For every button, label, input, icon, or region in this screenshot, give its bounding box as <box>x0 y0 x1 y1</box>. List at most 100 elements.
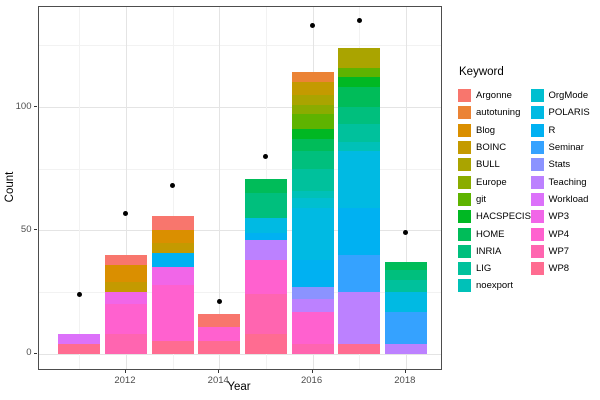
y-tick-label: 0 <box>26 347 32 359</box>
bar-segment-2016-Stats <box>291 287 334 300</box>
x-tick-mark <box>404 369 406 373</box>
legend-swatch-BULL <box>458 158 471 172</box>
y-tick-label: 50 <box>20 223 32 235</box>
bar-segment-2015-WP4 <box>244 259 287 295</box>
bar-segment-2016-R <box>291 259 334 288</box>
bar-segment-2017-LIG <box>338 124 381 142</box>
bar-segment-2016-git <box>291 114 334 130</box>
bar-segment-2012-WP3 <box>104 292 147 305</box>
bar-segment-2018-INRIA <box>384 269 427 280</box>
legend-label: OrgMode <box>548 90 589 102</box>
legend-label: autotuning <box>476 107 521 119</box>
bar-segment-2017-git <box>338 67 381 78</box>
legend-item-autotuning: autotuning <box>458 104 520 121</box>
x-axis-title: Year <box>227 381 251 393</box>
gridline-major-x <box>219 6 221 369</box>
x-tick-label: 2018 <box>394 374 416 386</box>
legend-title: Keyword <box>459 66 504 78</box>
legend-item-R: R <box>530 122 556 139</box>
bar-segment-2017-POLARIS <box>338 151 381 209</box>
bar-segment-2016-WP4 <box>291 311 334 344</box>
bar-segment-2018-Teaching <box>384 343 427 354</box>
bar-segment-2016-HACSPECIS <box>291 129 334 140</box>
legend-swatch-Argonne <box>458 89 471 103</box>
bar-segment-2017-WP8 <box>338 343 381 354</box>
y-tick-label: 100 <box>15 100 32 112</box>
x-tick-mark <box>124 369 126 373</box>
legend-swatch-Teaching <box>530 175 544 189</box>
legend-swatch-git <box>458 192 471 206</box>
bar-segment-2015-WP7 <box>244 294 287 334</box>
x-tick-label: 2016 <box>300 374 323 386</box>
x-tick-label: 2012 <box>114 374 136 386</box>
legend-swatch-WP7 <box>530 244 544 258</box>
bar-segment-2013-Argonne <box>151 215 194 231</box>
legend-swatch-WP8 <box>530 262 544 276</box>
bar-segment-2016-noexport <box>291 190 334 199</box>
legend-item-Blog: Blog <box>458 122 495 139</box>
bar-segment-2015-INRIA <box>244 193 287 218</box>
bar-segment-2012-Argonne <box>104 255 147 265</box>
bar-segment-2016-WP7 <box>291 343 334 354</box>
gridline-minor-y <box>38 292 441 294</box>
legend-item-BOINC: BOINC <box>458 139 506 156</box>
legend-item-HACSPECIS: HACSPECIS <box>458 208 531 225</box>
bar-segment-2016-INRIA <box>291 151 334 169</box>
bar-segment-2017-HOME <box>338 87 381 107</box>
gridline-major-y <box>38 107 441 108</box>
legend: Keyword Argonne autotuning Blog BOINC BULL Eu… <box>458 66 600 293</box>
bar-segment-2016-Teaching <box>291 299 334 312</box>
bar-segment-2013-WP3 <box>151 267 194 285</box>
bar-segment-2015-R <box>244 232 287 241</box>
legend-label: git <box>476 193 487 205</box>
legend-swatch-HOME <box>458 227 471 241</box>
legend-label: R <box>548 124 556 136</box>
data-point-2017 <box>356 18 362 24</box>
legend-item-WP4: WP4 <box>530 225 570 242</box>
legend-swatch-WP3 <box>530 210 544 224</box>
legend-swatch-Europe <box>458 175 471 189</box>
legend-swatch-WP4 <box>530 227 544 241</box>
x-tick-mark <box>311 369 313 373</box>
data-point-2015 <box>263 153 269 159</box>
legend-label: WP4 <box>548 228 570 240</box>
bar-segment-2017-R <box>338 208 381 255</box>
bar-segment-2015-HOME <box>244 178 287 194</box>
bar-segment-2016-POLARIS <box>291 208 334 260</box>
gridline-minor-x <box>79 6 81 369</box>
bar-segment-2017-noexport <box>338 141 381 152</box>
legend-item-Teaching: Teaching <box>530 174 587 191</box>
gridline-minor-y <box>38 45 441 47</box>
legend-item-INRIA: INRIA <box>458 243 501 260</box>
legend-label: POLARIS <box>548 107 590 119</box>
legend-item-Seminar: Seminar <box>530 139 584 156</box>
bar-segment-2012-WP7 <box>104 333 147 354</box>
bar-segment-2017-Teaching <box>338 292 381 344</box>
bar-segment-2016-BULL <box>291 94 334 105</box>
bar-segment-2011-WP8 <box>58 343 101 354</box>
gridline-major-x <box>405 6 407 369</box>
legend-label: BULL <box>476 159 500 171</box>
legend-item-noexport: noexport <box>458 277 513 294</box>
legend-item-Workload: Workload <box>530 191 589 208</box>
legend-item-WP7: WP7 <box>530 243 569 260</box>
bar-segment-2013-R <box>151 252 194 268</box>
bar-segment-2017-INRIA <box>338 107 381 125</box>
data-point-2014 <box>216 299 222 305</box>
legend-label: Workload <box>548 193 589 205</box>
legend-item-WP8: WP8 <box>530 260 569 277</box>
bar-segment-2013-WP4 <box>151 284 194 342</box>
legend-item-git: git <box>458 191 486 208</box>
legend-item-WP3: WP3 <box>530 208 569 225</box>
bar-segment-2015-WP8 <box>244 333 287 354</box>
legend-label: LIG <box>476 263 492 275</box>
legend-label: Stats <box>548 159 571 171</box>
plot-panel <box>37 5 442 370</box>
legend-item-POLARIS: POLARIS <box>530 104 590 121</box>
bar-segment-2013-BOINC <box>151 242 194 253</box>
legend-swatch-R <box>530 123 544 137</box>
data-point-2012 <box>123 210 129 216</box>
gridline-major-x <box>125 6 127 369</box>
bar-segment-2015-Teaching <box>244 240 287 260</box>
bar-segment-2011-Workload <box>58 333 101 344</box>
